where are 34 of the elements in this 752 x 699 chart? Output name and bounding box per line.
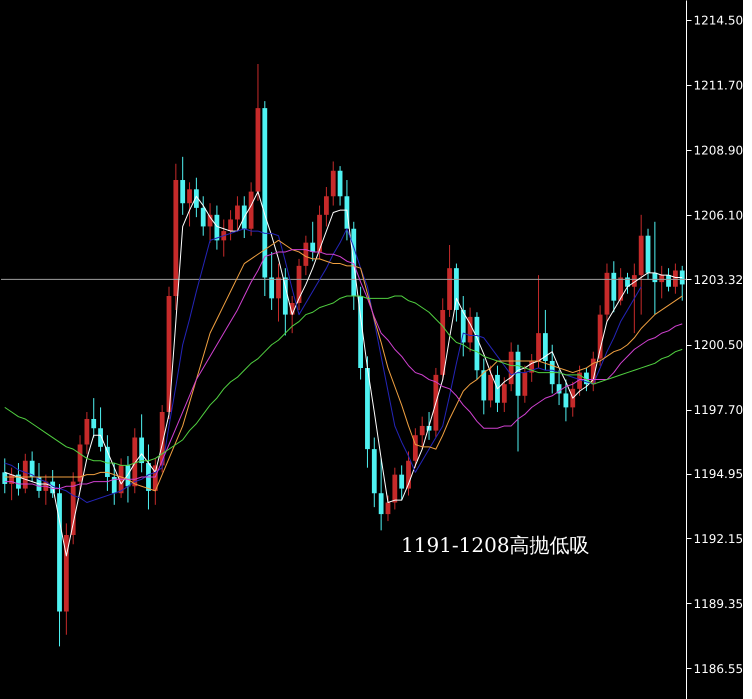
- candlestick: [556, 370, 562, 406]
- candlestick: [269, 251, 274, 310]
- y-tick-label: 1208.90: [694, 143, 744, 158]
- candlestick: [194, 177, 199, 218]
- candlestick: [502, 376, 507, 413]
- candlestick: [208, 202, 212, 244]
- candlestick: [522, 365, 528, 404]
- candlestick: [303, 235, 308, 276]
- y-tick-label: 1192.15: [694, 532, 744, 546]
- candlestick: [420, 416, 425, 450]
- y-tick-label: 1206.10: [694, 208, 744, 222]
- candlestick: [399, 464, 404, 501]
- candlestick: [98, 406, 103, 452]
- y-tick-label: 1200.50: [694, 338, 744, 352]
- candlestick: [276, 263, 281, 322]
- y-tick-label: 1197.70: [694, 403, 744, 418]
- y-tick-label: 1194.95: [694, 467, 744, 481]
- annotation: 1191-1208高抛低吸: [401, 533, 590, 557]
- candlestick: [235, 196, 240, 232]
- candlestick: [30, 450, 35, 482]
- y-tick-label: 1203.32: [694, 272, 744, 287]
- candlestick: [200, 196, 206, 236]
- y-tick-label: 1186.55: [694, 662, 744, 676]
- candlestick: [324, 186, 329, 227]
- y-tick-label: 1214.50: [694, 13, 744, 28]
- candlestick: [180, 156, 186, 216]
- candlestick: [564, 379, 568, 422]
- candlestick: [378, 458, 384, 531]
- candlestick: [91, 398, 96, 438]
- y-tick-label: 1189.35: [694, 596, 744, 611]
- candlestick: [187, 182, 192, 227]
- candlestick: [228, 210, 233, 241]
- candlestick: [386, 495, 390, 522]
- y-tick-label: 1211.70: [694, 78, 744, 92]
